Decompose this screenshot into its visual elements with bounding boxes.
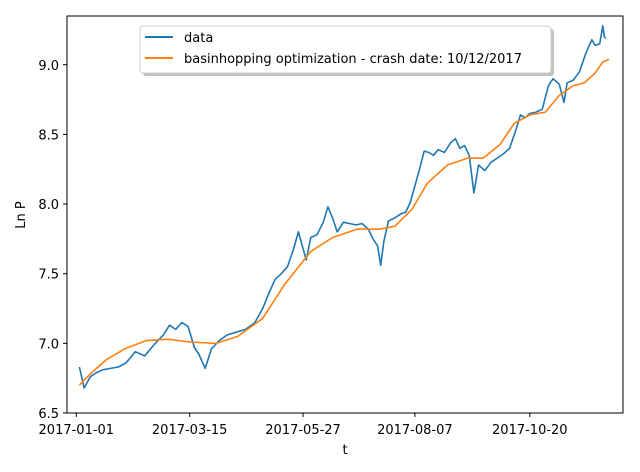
plot-lines <box>78 25 610 389</box>
x-tick-label: 2017-10-20 <box>492 423 568 438</box>
y-tick-label: 6.5 <box>38 407 59 422</box>
y-tick-label: 7.0 <box>38 337 59 352</box>
x-tick-label: 2017-03-15 <box>152 423 228 438</box>
x-tick-label: 2017-05-27 <box>265 423 341 438</box>
series-line-fit <box>78 58 610 386</box>
legend-label-data: data <box>184 31 213 46</box>
x-tick-label: 2017-01-01 <box>39 423 115 438</box>
y-axis: 6.5 7.0 7.5 8.0 8.5 9.0 <box>38 59 67 422</box>
x-axis-label: t <box>342 443 347 458</box>
y-tick-label: 7.5 <box>38 268 59 283</box>
x-tick-label: 2017-08-07 <box>377 423 453 438</box>
legend: data basinhopping optimization - crash d… <box>139 25 554 76</box>
y-tick-label: 9.0 <box>38 59 59 74</box>
y-tick-label: 8.0 <box>38 198 59 213</box>
series-line-data <box>78 25 607 389</box>
legend-box <box>139 25 552 74</box>
plot-frame <box>66 15 624 414</box>
y-tick-label: 8.5 <box>38 128 59 143</box>
x-axis: 2017-01-01 2017-03-15 2017-05-27 2017-08-07… <box>39 413 568 438</box>
y-axis-label: Ln P <box>14 201 29 229</box>
legend-label-fit: basinhopping optimization - crash date: … <box>184 52 522 67</box>
